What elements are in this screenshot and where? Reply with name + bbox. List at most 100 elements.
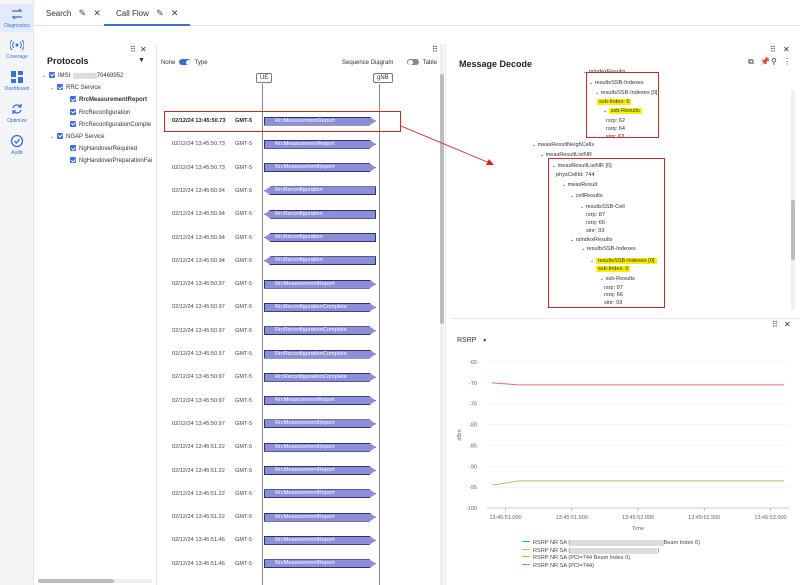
- table-toggle[interactable]: [407, 59, 420, 65]
- message-arrow[interactable]: RrcReconfiguration: [264, 256, 376, 266]
- chevron-down-icon[interactable]: ⌄: [50, 85, 55, 92]
- protocol-tree-item[interactable]: ⌄ IMSI 000000070469952: [42, 72, 123, 79]
- close-icon[interactable]: ✕: [784, 320, 791, 329]
- message-arrow[interactable]: RrcMeasurementReport: [264, 489, 376, 499]
- message-arrow[interactable]: RrcMeasurementReport: [264, 116, 376, 126]
- message-arrow[interactable]: RrcReconfigurationComplete: [264, 302, 376, 312]
- protocol-tree-item[interactable]: RrcReconfigurationComple: [70, 120, 151, 128]
- close-icon[interactable]: ✕: [140, 45, 147, 54]
- decode-tree-node[interactable]: ⌄ measResultListNR: [540, 152, 592, 158]
- decode-tree-node: physCellId: 744: [556, 172, 595, 178]
- decode-tree-node[interactable]: ⌄ resultsSSB-Indexes: [589, 80, 644, 86]
- decode-tree-node[interactable]: ⌄ cellResults: [570, 193, 603, 199]
- external-link-icon[interactable]: ⧉: [748, 57, 754, 66]
- protocol-tree-item[interactable]: RrcMeasurementReport: [70, 96, 147, 103]
- rail-item-optimize[interactable]: Optimize: [0, 102, 34, 124]
- protocol-tree-item[interactable]: ⌄ RRC Service: [50, 84, 101, 91]
- checkbox[interactable]: [70, 145, 76, 152]
- decode-tree-node[interactable]: ⌄ ssb-Results: [603, 108, 642, 114]
- close-icon[interactable]: ✕: [170, 8, 179, 18]
- call-flow-scrollbar[interactable]: [440, 44, 444, 585]
- rail-item-coverage[interactable]: Coverage: [0, 38, 34, 60]
- message-arrow[interactable]: RrcReconfigurationComplete: [264, 349, 376, 359]
- chevron-down-icon[interactable]: ⌄: [50, 134, 55, 140]
- decode-tree-node[interactable]: ⌄ resultsSSB-Cell: [580, 204, 625, 210]
- close-icon[interactable]: ✕: [783, 45, 790, 54]
- rail-item-dashboard[interactable]: Dashboard: [0, 70, 34, 92]
- filter-icon[interactable]: ▼: [138, 57, 145, 64]
- message-arrow[interactable]: RrcReconfigurationComplete: [264, 372, 376, 382]
- chevron-down-icon[interactable]: ⌄: [42, 73, 47, 79]
- tab-search[interactable]: Search ✎ ✕: [46, 0, 101, 26]
- drag-handle-icon[interactable]: ⠿: [772, 320, 778, 329]
- decode-tree-node[interactable]: ⌄ rsIndexResults: [570, 237, 613, 243]
- message-arrow[interactable]: RrcReconfigurationComplete: [264, 326, 376, 336]
- checkbox[interactable]: [70, 108, 76, 115]
- decode-tree-node[interactable]: ⌄ resultsSSB-Indexes: [581, 246, 636, 252]
- tab-call-flow[interactable]: Call Flow ✎ ✕: [104, 0, 191, 26]
- pin-icon[interactable]: 📌: [760, 57, 770, 66]
- chevron-down-icon[interactable]: ⌄: [552, 163, 558, 169]
- rail-item-diagnostics[interactable]: Diagnostics: [0, 4, 34, 32]
- metric-selector[interactable]: RSRP ▼: [457, 337, 487, 344]
- message-arrow[interactable]: RrcMeasurementReport: [264, 163, 376, 173]
- message-arrow[interactable]: RrcMeasurementReport: [264, 466, 376, 475]
- chevron-down-icon[interactable]: ⌄: [570, 193, 576, 199]
- checkbox[interactable]: [49, 72, 55, 78]
- message-arrow[interactable]: RrcReconfiguration: [264, 209, 376, 219]
- message-arrow[interactable]: RrcReconfiguration: [264, 186, 376, 196]
- protocol-tree-item[interactable]: ⌄ NGAP Service: [50, 133, 105, 140]
- protocols-horizontal-scrollbar[interactable]: [38, 579, 152, 583]
- pencil-icon[interactable]: ✎: [156, 8, 164, 18]
- decode-tree-node[interactable]: ⌄ measResultNeighCells: [532, 142, 594, 148]
- search-icon[interactable]: ⚲: [771, 57, 777, 66]
- chevron-down-icon[interactable]: ⌄: [589, 80, 595, 86]
- message-arrow[interactable]: RrcMeasurementReport: [264, 512, 376, 522]
- chevron-down-icon[interactable]: ⌄: [600, 276, 606, 282]
- checkbox[interactable]: [70, 157, 76, 164]
- message-arrow[interactable]: RrcMeasurementReport: [264, 535, 376, 545]
- message-arrow[interactable]: RrcMeasurementReport: [264, 442, 376, 452]
- chevron-down-icon[interactable]: ⌄: [590, 258, 596, 264]
- message-arrow[interactable]: RrcReconfiguration: [264, 233, 376, 242]
- decode-tree-node[interactable]: ⌄ measResult: [562, 182, 597, 188]
- message-arrow[interactable]: RrcMeasurementReport: [264, 139, 376, 149]
- close-icon[interactable]: ✕: [93, 8, 101, 18]
- pencil-icon[interactable]: ✎: [78, 8, 87, 18]
- protocol-tree-item[interactable]: RrcReconfiguration: [70, 108, 130, 116]
- chevron-down-icon[interactable]: ⌄: [583, 69, 589, 75]
- chevron-down-icon[interactable]: ⌄: [532, 142, 538, 148]
- checkbox[interactable]: [57, 84, 63, 91]
- rail-item-audit[interactable]: Audit: [0, 134, 34, 156]
- chevron-down-icon[interactable]: ⌄: [570, 237, 576, 243]
- more-vertical-icon[interactable]: ⋮: [783, 57, 791, 66]
- message-arrow[interactable]: RrcMeasurementReport: [264, 559, 376, 569]
- legend-entry[interactable]: RSRP NR SA (PCI=744 Beam Index 0): [522, 555, 630, 561]
- protocol-tree-item[interactable]: NgHandoverRequired: [70, 145, 137, 152]
- drag-handle-icon[interactable]: ⠿: [432, 45, 438, 54]
- legend-entry[interactable]: RSRP NR SA (0000000000000000000000000000…: [522, 540, 700, 546]
- message-arrow[interactable]: RrcMeasurementReport: [264, 419, 376, 429]
- chevron-down-icon[interactable]: ⌄: [603, 108, 609, 114]
- legend-entry[interactable]: RSRP NR SA (0000000000000000000000000000…: [522, 547, 659, 554]
- chevron-down-icon[interactable]: ⌄: [595, 90, 601, 96]
- checkbox[interactable]: [70, 120, 76, 127]
- decode-tree-node[interactable]: ⌄ measResultListNR [0]: [552, 163, 612, 169]
- decode-tree-node[interactable]: ⌄ resultsSSB-Indexes [0]: [595, 90, 658, 96]
- message-arrow[interactable]: RrcMeasurementReport: [264, 279, 376, 289]
- chevron-down-icon[interactable]: ⌄: [580, 204, 586, 210]
- type-toggle[interactable]: [179, 59, 192, 65]
- decode-scrollbar[interactable]: [791, 90, 795, 310]
- message-arrow[interactable]: RrcMeasurementReport: [264, 396, 376, 406]
- chevron-down-icon[interactable]: ⌄: [562, 182, 568, 188]
- legend-entry[interactable]: RSRP NR SA (PCI=744): [522, 563, 594, 569]
- drag-handle-icon[interactable]: ⠿: [130, 45, 136, 54]
- drag-handle-icon[interactable]: ⠿: [770, 45, 776, 54]
- decode-tree-node[interactable]: ⌄ ssb-Results: [600, 276, 635, 282]
- chevron-down-icon[interactable]: ⌄: [540, 152, 546, 158]
- decode-tree-node[interactable]: ⌄ resultsSSB-Indexes [0]: [590, 258, 657, 264]
- protocol-tree-item[interactable]: NgHandoverPreparationFai: [70, 157, 152, 164]
- checkbox[interactable]: [70, 96, 76, 103]
- checkbox[interactable]: [57, 133, 63, 139]
- chevron-down-icon[interactable]: ⌄: [581, 246, 587, 252]
